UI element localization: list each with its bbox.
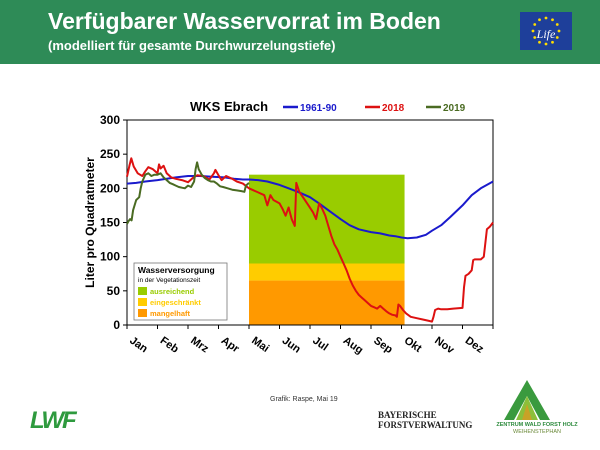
x-tick-label: Okt <box>402 335 424 356</box>
zone-legend-label: mangelhaft <box>150 309 191 318</box>
zone-legend-heading: Wasserversorgung <box>138 265 215 275</box>
zwfh-line1: ZENTRUM WALD FORST HOLZ <box>496 422 578 428</box>
zone-legend-subheading: in der Vegetationszeit <box>138 277 200 284</box>
zone-legend-swatch <box>138 309 147 317</box>
y-axis-label: Liter pro Quadratmeter <box>83 157 97 288</box>
eu-life-logo: Life <box>520 12 572 50</box>
zone-band <box>249 263 405 281</box>
legend-label: 1961-90 <box>300 103 337 114</box>
page-subtitle: (modelliert für gesamte Durchwurzelungst… <box>48 38 336 53</box>
eu-star <box>538 18 541 22</box>
eu-stars-icon: Life <box>531 16 561 46</box>
chart-credit: Grafik: Raspe, Mai 19 <box>270 396 338 403</box>
zone-legend-box <box>133 262 228 321</box>
x-tick-label: Nov <box>432 335 457 357</box>
x-tick-label: Jun <box>280 335 303 356</box>
x-tick-label: Sep <box>371 335 395 357</box>
zone-legend-swatch <box>138 287 147 295</box>
bfv-line2: FORSTVERWALTUNG <box>378 420 473 430</box>
series-line <box>126 161 250 225</box>
zwfh-line2: WEIHENSTEPHAN <box>513 429 561 435</box>
page-title: Verfügbarer Wasservorrat im Boden <box>48 8 441 34</box>
bfv-line1: BAYERISCHE <box>378 410 437 420</box>
y-tick-label: 250 <box>100 147 120 161</box>
eu-star <box>544 42 548 46</box>
water-supply-chart: 0 50 100 150 200 250 300 Liter pro Quadratmeter… <box>83 99 494 357</box>
lwf-logo: LWF <box>30 407 77 434</box>
x-tick-label: Feb <box>158 335 181 356</box>
zwfh-tree-icon <box>504 380 550 420</box>
header-banner: Verfügbarer Wasservorrat im Boden (model… <box>0 0 600 64</box>
eu-star <box>533 36 537 39</box>
eu-star <box>557 29 561 33</box>
y-tick-label: 50 <box>107 284 121 298</box>
zone-band <box>249 280 405 325</box>
x-tick-label: Apr <box>219 335 242 356</box>
bayerische-forstverwaltung-logo: BAYERISCHE FORSTVERWALTUNG <box>378 410 472 430</box>
eu-star <box>555 23 559 26</box>
x-tick-label: Dez <box>463 335 486 356</box>
eu-star <box>531 29 535 33</box>
x-tick-label: Mrz <box>188 335 211 356</box>
y-tick-label: 200 <box>100 181 120 195</box>
x-tick-label: Mai <box>249 335 271 355</box>
eu-star <box>544 16 548 20</box>
eu-star <box>555 36 559 39</box>
y-tick-label: 0 <box>113 318 120 332</box>
zwfh-logo: ZENTRUM WALD FORST HOLZ WEIHENSTEPHAN <box>482 422 592 436</box>
eu-star <box>551 18 554 22</box>
y-tick-label: 100 <box>100 250 120 264</box>
eu-life-logo-text: Life <box>536 27 556 41</box>
eu-star <box>533 23 537 26</box>
y-tick-label: 300 <box>100 113 120 127</box>
x-tick-label: Jul <box>310 335 330 354</box>
eu-star <box>538 40 541 44</box>
zone-legend-label: eingeschränkt <box>150 298 201 307</box>
legend-label: 2019 <box>443 103 466 114</box>
chart-title: WKS Ebrach <box>190 99 268 114</box>
x-tick-label: Jan <box>127 335 150 356</box>
eu-star <box>551 40 554 44</box>
zone-legend-label: ausreichend <box>150 287 195 296</box>
x-tick-label: Aug <box>341 335 365 357</box>
series-line <box>126 157 494 323</box>
y-tick-label: 150 <box>100 216 120 230</box>
zone-legend-swatch <box>138 298 147 306</box>
legend-label: 2018 <box>382 103 405 114</box>
